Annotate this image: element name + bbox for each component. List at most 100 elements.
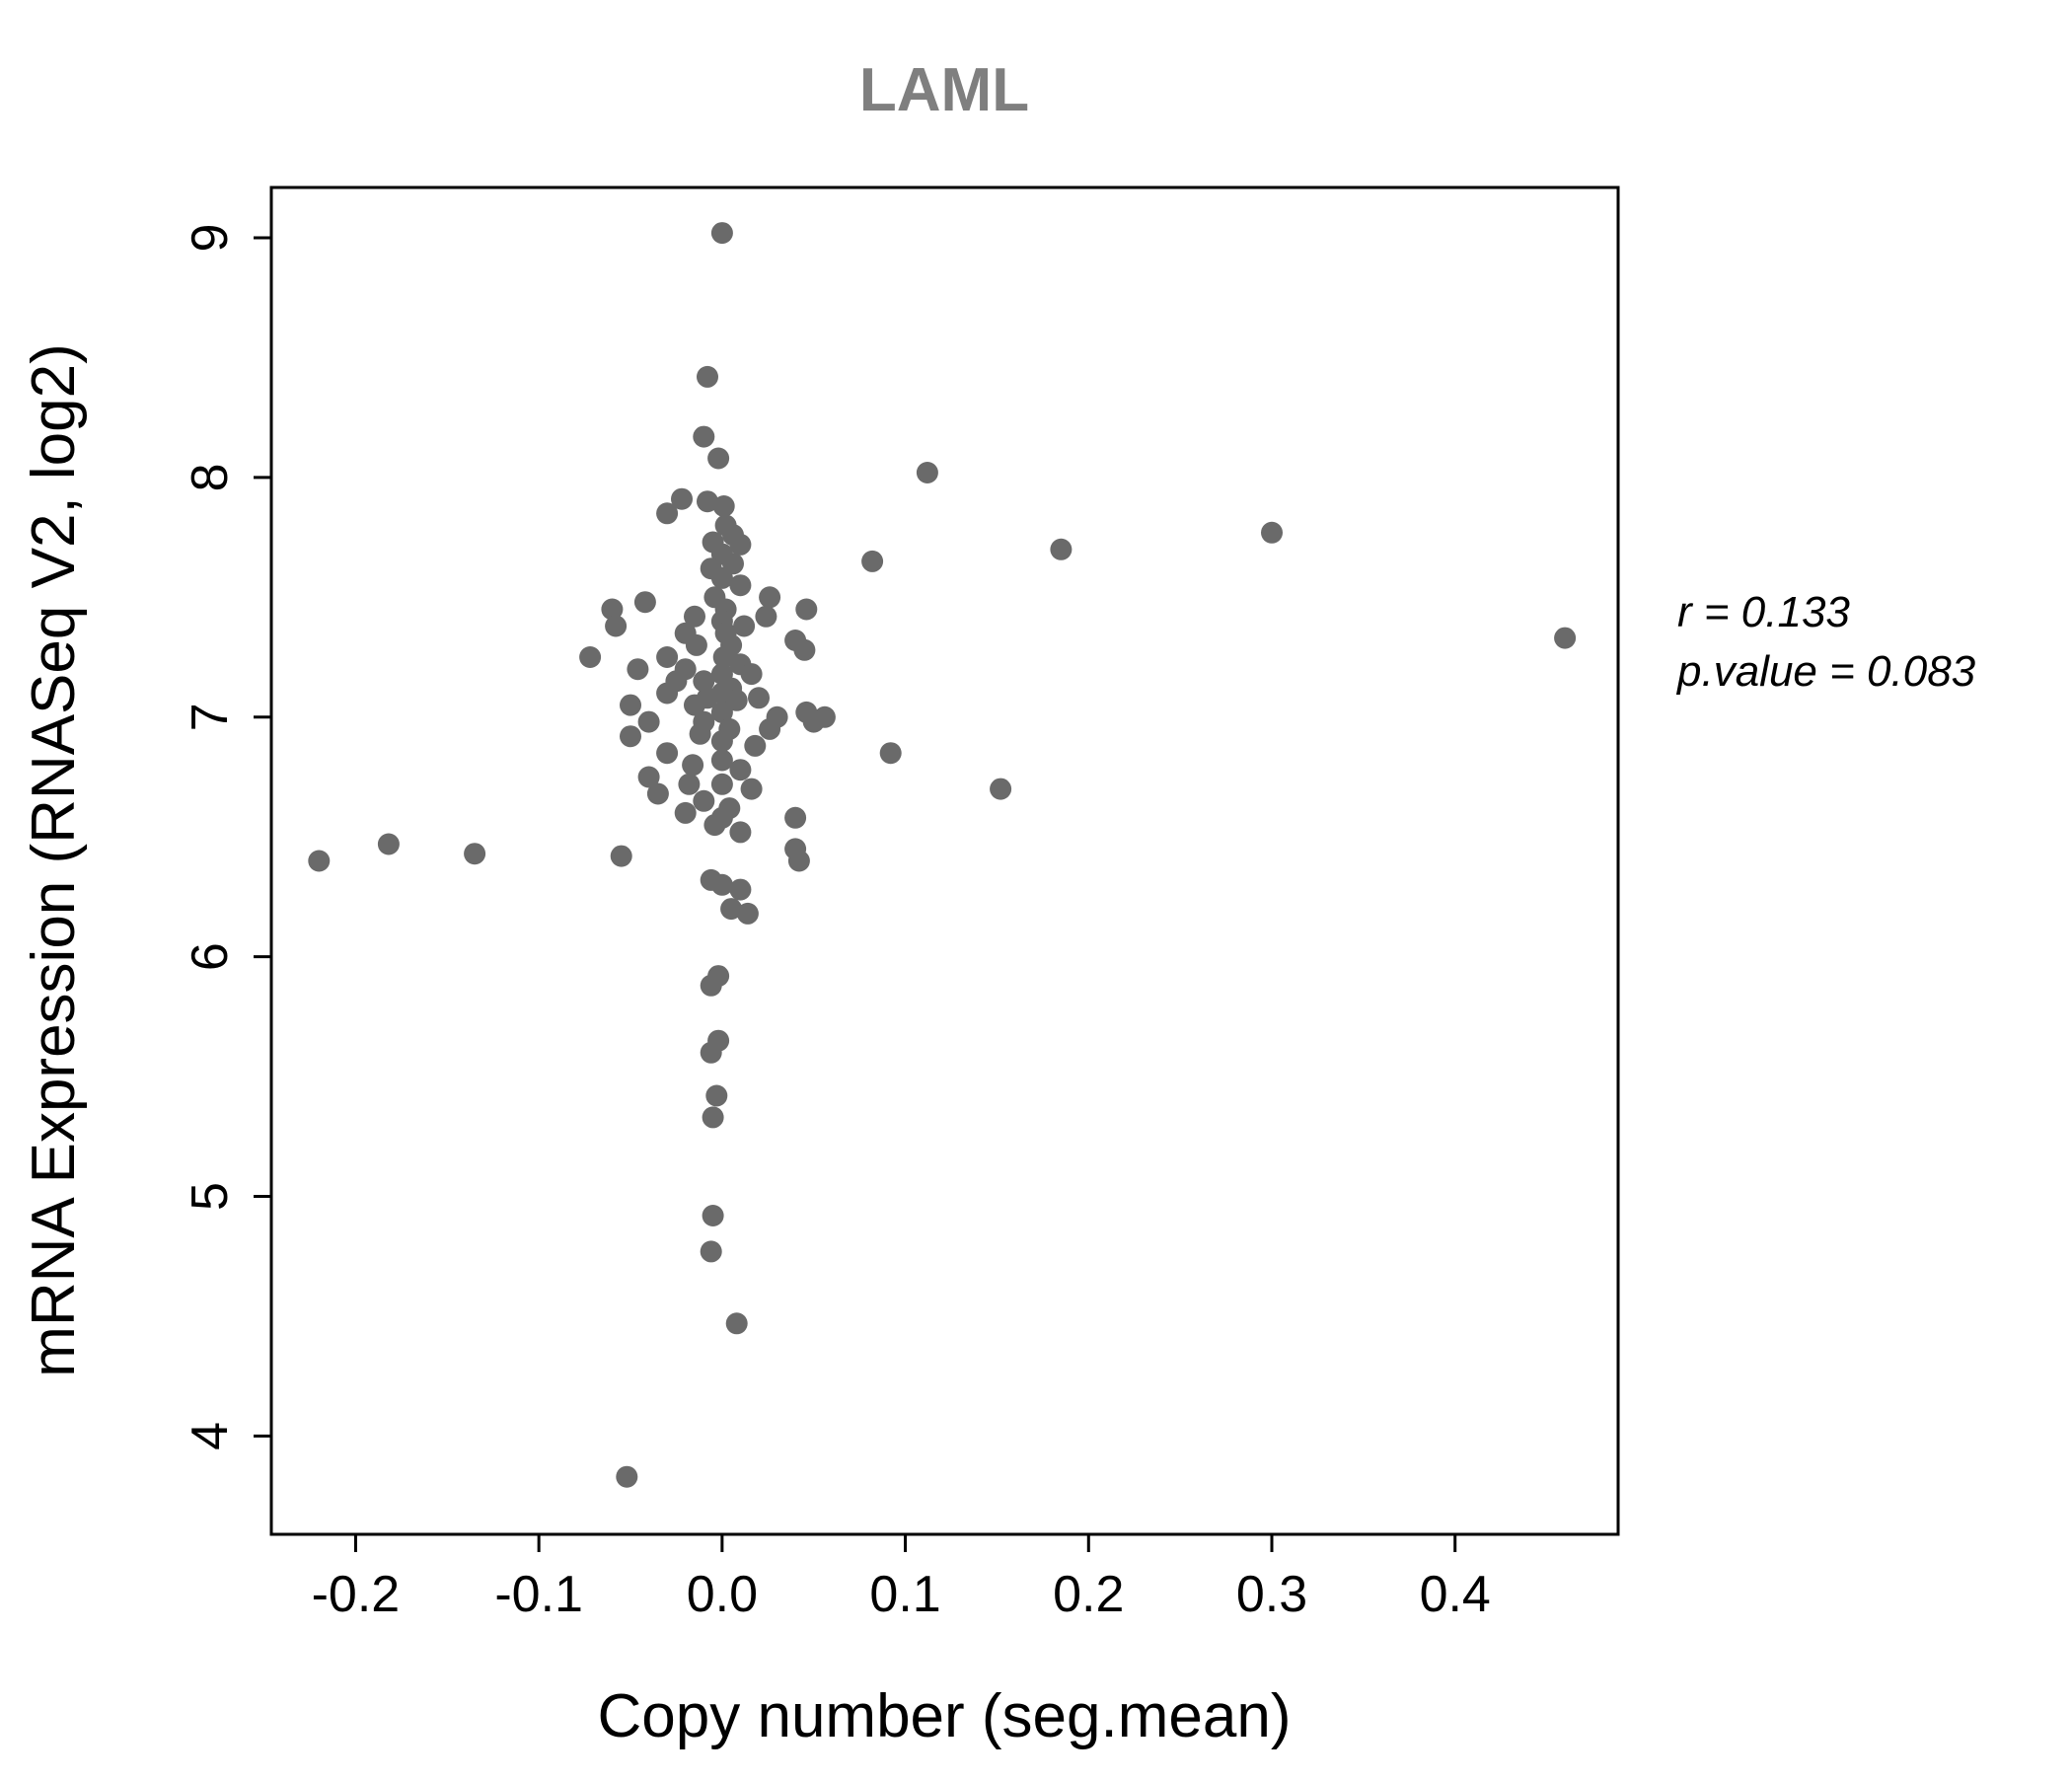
data-point [710,873,733,896]
y-tick-label: 5 [182,1182,239,1211]
data-point [729,878,752,901]
data-point [710,749,733,772]
chart-title: LAML [859,56,1029,124]
data-point [308,850,331,872]
data-point [710,701,733,723]
y-axis: 4 5 6 7 8 9 [182,224,271,1450]
data-point [861,550,884,572]
data-point [656,646,679,668]
data-point [646,782,669,805]
data-point [710,773,733,795]
data-point [377,833,400,855]
y-tick-label: 4 [182,1422,239,1450]
data-point [656,682,679,705]
data-point [702,1205,724,1226]
data-point [684,694,705,716]
data-point [700,974,722,997]
data-point [620,725,641,748]
data-point [678,773,701,795]
data-point [620,694,641,716]
data-point [879,742,902,765]
stat-r-text: r = 0.133 [1677,588,1850,636]
data-point [656,742,679,765]
data-point [784,806,807,829]
x-tick-label: -0.2 [312,1566,401,1623]
data-point [710,730,733,753]
data-point [1050,538,1073,560]
data-point [1554,627,1577,649]
x-tick-label: 0.1 [869,1566,940,1623]
data-point [712,646,735,668]
data-point [710,222,733,245]
data-point [793,638,816,661]
data-point [729,574,752,597]
data-point [1261,521,1283,544]
data-point [736,902,759,925]
data-point [916,462,938,483]
data-point [693,670,715,693]
x-tick-label: -0.1 [494,1566,583,1623]
y-tick-label: 6 [182,942,239,971]
data-point [616,1465,638,1488]
data-point [725,689,748,711]
data-point [685,633,707,656]
data-point [740,778,763,800]
points-layer [308,222,1577,1488]
data-point [693,425,715,448]
y-tick-label: 8 [182,463,239,491]
data-point [684,605,705,628]
x-tick-label: 0.0 [687,1566,758,1623]
data-point [733,615,756,637]
data-point [633,591,656,614]
data-point [703,814,726,837]
data-point [712,495,735,517]
data-point [682,754,704,777]
data-point [610,845,632,867]
data-point [710,566,733,589]
data-point [740,663,763,686]
data-point [579,646,602,668]
data-point [637,710,660,733]
data-point [674,801,697,824]
data-point [671,487,693,510]
x-tick-label: 0.3 [1236,1566,1307,1623]
plot-box [269,186,1620,1536]
data-point [656,502,679,525]
x-tick-label: 0.4 [1420,1566,1491,1623]
data-point [605,615,628,637]
data-point [601,598,624,621]
y-tick-label: 9 [182,224,239,253]
data-point [759,586,781,609]
data-point [637,766,660,788]
data-point [729,759,752,781]
data-point [729,821,752,844]
data-point [689,722,711,745]
data-point [748,687,770,709]
data-point [702,1106,724,1129]
data-point [755,605,777,628]
data-point [700,1041,722,1064]
data-point [697,490,718,513]
data-point [705,1084,728,1107]
data-point [720,898,743,921]
data-point [744,734,767,757]
data-point [627,658,649,681]
data-point [700,1240,722,1263]
data-point [725,1312,748,1335]
y-axis-label: mRNA Expression (RNASeq V2, log2) [20,343,88,1377]
data-point [759,717,781,740]
x-tick-label: 0.2 [1053,1566,1124,1623]
data-point [787,850,810,872]
data-point [990,778,1012,800]
data-point [802,710,825,733]
stat-pvalue-text: p.value = 0.083 [1675,647,1976,696]
data-point [464,843,486,865]
data-point [693,789,715,812]
data-point [795,598,818,621]
data-point [697,365,718,388]
data-point [707,447,730,470]
data-point [729,533,752,556]
x-axis: -0.2 -0.1 0.0 0.1 0.2 0.3 0.4 [312,1534,1491,1623]
